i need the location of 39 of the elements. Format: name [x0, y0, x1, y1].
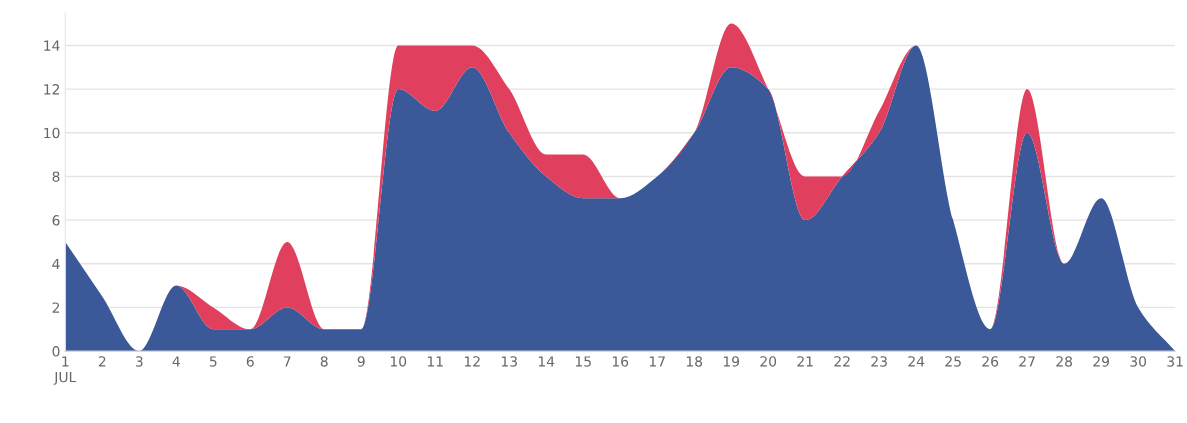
x-tick-label: 10 — [390, 356, 407, 367]
x-tick-label: 29 — [1093, 356, 1109, 367]
x-tick-label: 3 — [135, 356, 143, 367]
x-tick-label: 2 — [98, 356, 106, 367]
x-tick-label: 17 — [649, 356, 665, 367]
y-tick-label: 14 — [44, 40, 60, 51]
y-tick-label: 6 — [52, 215, 60, 226]
x-tick-label: 19 — [723, 356, 740, 367]
x-tick-label: 8 — [320, 356, 328, 367]
y-tick-label: 4 — [52, 258, 60, 270]
x-tick-label: 15 — [575, 356, 591, 367]
x-tick-label: 1 JUL — [53, 356, 77, 385]
x-tick-label: 25 — [945, 356, 961, 367]
y-tick-label: 10 — [44, 127, 60, 139]
x-tick-label: 11 — [427, 356, 443, 367]
x-tick-label: 24 — [908, 356, 925, 367]
y-tick-label: 2 — [52, 302, 60, 313]
x-tick-label: 20 — [760, 356, 777, 367]
x-tick-label: 27 — [1019, 356, 1035, 367]
x-tick-label: 14 — [538, 356, 555, 367]
y-tick-label: 8 — [52, 171, 60, 182]
x-tick-label: 7 — [283, 356, 291, 367]
x-tick-label: 18 — [686, 356, 703, 367]
x-tick-label: 13 — [501, 356, 517, 367]
x-tick-label: 6 — [246, 356, 254, 367]
x-tick-label: 31 — [1167, 356, 1183, 367]
y-tick-label: 12 — [44, 84, 60, 95]
y-tick-label: 0 — [52, 346, 60, 357]
x-tick-label: 21 — [797, 356, 813, 367]
x-tick-label: 4 — [172, 356, 180, 367]
x-tick-label: 12 — [464, 356, 480, 367]
x-tick-label: 30 — [1130, 356, 1147, 367]
x-tick-label: 5 — [209, 356, 217, 367]
x-tick-label: 28 — [1056, 356, 1073, 367]
x-tick-label: 22 — [834, 356, 850, 367]
x-tick-label: 23 — [871, 356, 887, 367]
x-tick-label: 9 — [357, 356, 365, 367]
x-tick-label: 26 — [982, 356, 999, 367]
x-tick-label: 16 — [612, 356, 629, 367]
